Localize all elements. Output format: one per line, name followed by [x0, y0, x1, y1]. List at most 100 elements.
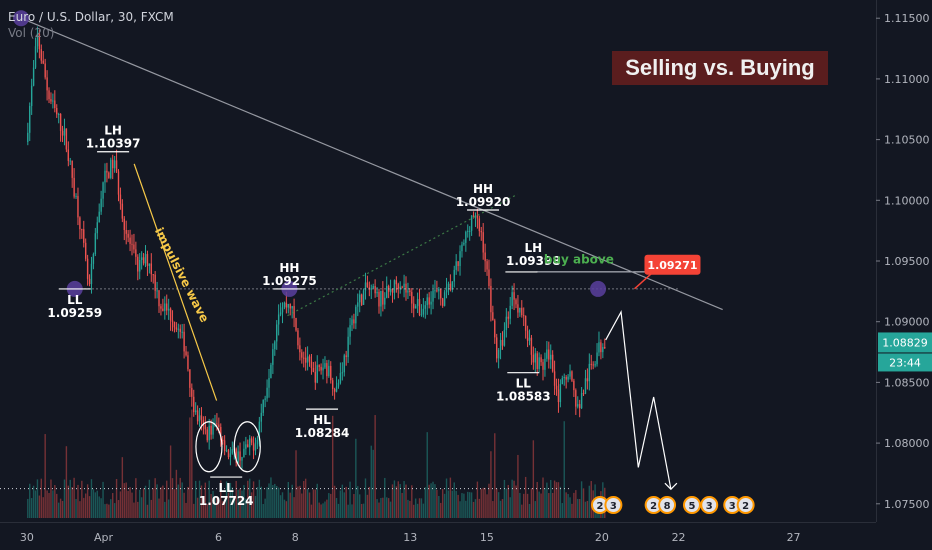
candle-body[interactable]	[276, 324, 278, 342]
candle-body[interactable]	[318, 365, 320, 367]
candle-body[interactable]	[297, 330, 299, 346]
candle-body[interactable]	[254, 444, 257, 451]
economic-event-icon[interactable]	[658, 496, 677, 514]
candle-body[interactable]	[177, 328, 180, 330]
candle-body[interactable]	[393, 280, 396, 293]
candle-body[interactable]	[272, 349, 274, 365]
candle-body[interactable]	[198, 415, 201, 422]
candle-body[interactable]	[582, 393, 585, 395]
candle-body[interactable]	[285, 302, 288, 308]
candle-body[interactable]	[50, 99, 52, 102]
candle-body[interactable]	[548, 349, 550, 360]
candle-body[interactable]	[268, 378, 270, 388]
candle-body[interactable]	[191, 387, 193, 397]
candle-body[interactable]	[540, 357, 542, 363]
candle-body[interactable]	[432, 290, 434, 302]
candle-body[interactable]	[223, 440, 226, 452]
candle-body[interactable]	[289, 304, 291, 309]
candle-body[interactable]	[445, 287, 448, 293]
candle-body[interactable]	[52, 100, 54, 102]
candle-body[interactable]	[158, 290, 160, 307]
candle-body[interactable]	[96, 222, 98, 234]
candle-body[interactable]	[260, 412, 262, 422]
candle-body[interactable]	[92, 254, 95, 264]
candle-body[interactable]	[303, 357, 305, 359]
candle-body[interactable]	[243, 448, 245, 458]
candle-body[interactable]	[523, 315, 525, 317]
candle-body[interactable]	[376, 291, 378, 294]
candle-body[interactable]	[73, 177, 75, 197]
candle-body[interactable]	[602, 346, 604, 353]
candle-body[interactable]	[200, 415, 203, 420]
candle-body[interactable]	[524, 315, 527, 331]
candle-body[interactable]	[166, 303, 168, 311]
candle-body[interactable]	[48, 90, 50, 100]
candle-body[interactable]	[204, 425, 207, 430]
candle-body[interactable]	[511, 292, 513, 306]
candle-body[interactable]	[250, 438, 253, 443]
consolidation-ellipse[interactable]	[233, 421, 261, 473]
candle-body[interactable]	[312, 368, 315, 372]
candle-body[interactable]	[384, 297, 386, 305]
candle-body[interactable]	[372, 286, 374, 289]
candle-body[interactable]	[355, 306, 357, 324]
candle-body[interactable]	[167, 308, 170, 311]
candle-body[interactable]	[100, 198, 102, 212]
candle-body[interactable]	[403, 283, 405, 288]
candle-body[interactable]	[333, 388, 336, 392]
rising-channel-trendline[interactable]	[287, 193, 518, 317]
candle-body[interactable]	[67, 149, 70, 161]
candle-body[interactable]	[519, 307, 521, 313]
candle-body[interactable]	[173, 321, 176, 328]
candle-body[interactable]	[106, 170, 108, 173]
candle-body[interactable]	[71, 160, 73, 178]
candle-body[interactable]	[397, 284, 399, 289]
candle-body[interactable]	[478, 218, 481, 232]
candle-body[interactable]	[146, 254, 149, 266]
candle-body[interactable]	[162, 308, 164, 311]
candle-body[interactable]	[472, 215, 475, 217]
candle-body[interactable]	[125, 229, 127, 234]
last-price-tag[interactable]	[878, 332, 932, 353]
candle-body[interactable]	[252, 442, 255, 451]
candle-body[interactable]	[127, 233, 129, 238]
candle-body[interactable]	[179, 328, 181, 332]
candle-body[interactable]	[567, 376, 569, 380]
candle-body[interactable]	[492, 312, 494, 321]
candle-body[interactable]	[314, 371, 317, 383]
candle-body[interactable]	[150, 263, 152, 275]
candle-body[interactable]	[526, 330, 529, 341]
candle-body[interactable]	[42, 60, 44, 64]
candle-body[interactable]	[283, 302, 286, 308]
candle-body[interactable]	[592, 364, 594, 366]
candle-body[interactable]	[503, 329, 506, 346]
candle-body[interactable]	[56, 108, 58, 115]
candle-body[interactable]	[225, 450, 228, 452]
candle-body[interactable]	[538, 357, 540, 369]
candle-body[interactable]	[426, 297, 428, 306]
candle-body[interactable]	[409, 290, 411, 293]
candle-body[interactable]	[227, 450, 230, 458]
candle-body[interactable]	[160, 306, 162, 309]
candle-body[interactable]	[245, 444, 247, 449]
candle-body[interactable]	[88, 278, 91, 285]
candle-body[interactable]	[553, 371, 556, 386]
candle-body[interactable]	[102, 182, 104, 199]
candle-body[interactable]	[497, 350, 500, 359]
candle-body[interactable]	[84, 242, 87, 259]
candle-body[interactable]	[542, 362, 544, 370]
candle-body[interactable]	[90, 263, 93, 285]
candle-body[interactable]	[484, 252, 486, 262]
candle-body[interactable]	[108, 172, 110, 178]
candle-body[interactable]	[144, 254, 147, 264]
candle-body[interactable]	[131, 243, 133, 245]
candle-body[interactable]	[316, 365, 318, 383]
candle-body[interactable]	[117, 171, 120, 195]
economic-event-icon[interactable]	[604, 496, 623, 514]
candle-body[interactable]	[256, 439, 259, 445]
candle-body[interactable]	[532, 354, 535, 363]
candle-body[interactable]	[231, 448, 234, 454]
candle-body[interactable]	[57, 113, 60, 115]
candle-body[interactable]	[115, 160, 118, 172]
